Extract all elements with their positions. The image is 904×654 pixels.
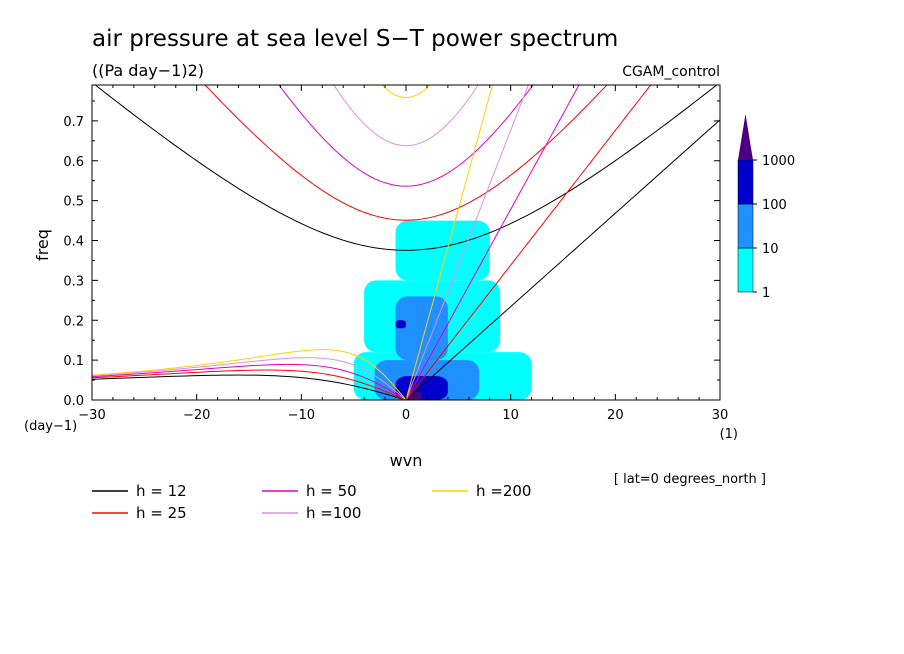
y-tick-label: 0.3	[63, 274, 84, 289]
run-label: CGAM_control	[622, 64, 720, 80]
colorbar-segment	[737, 159, 754, 205]
inertia-gravity-curve-h200	[381, 85, 431, 99]
legend-label: h = 12	[136, 482, 187, 500]
colorbar-label: 1	[762, 286, 770, 301]
rossby-curve-h100	[92, 357, 407, 400]
x-tick-label: 0	[402, 408, 410, 423]
power-regions	[353, 220, 532, 400]
y-axis: 0.0 0.1 0.2 0.3 0.4 0.5 0.6 0.7	[63, 100, 720, 409]
rossby-curve-h25	[92, 369, 407, 400]
colorbar-extension	[738, 114, 753, 160]
x-tick-label: −20	[183, 408, 210, 423]
y-tick-label: 0.1	[63, 354, 84, 369]
power-region-100	[395, 320, 406, 329]
y-unit-label: (day−1)	[24, 419, 77, 434]
x-tick-label: 20	[607, 408, 624, 423]
colorbar-label: 100	[762, 198, 787, 213]
power-region-1	[395, 220, 490, 281]
kelvin-curve-h25	[405, 85, 652, 400]
power-region-1000	[406, 392, 422, 400]
y-tick-label: 0.2	[63, 314, 84, 329]
legend-label: h =200	[476, 482, 531, 500]
inertia-gravity-curve-h50	[278, 85, 534, 187]
rossby-curve-h50	[92, 363, 407, 400]
kelvin-curve-h50	[405, 85, 580, 400]
legend-label: h =100	[306, 504, 361, 522]
colorbar-segment	[737, 247, 754, 293]
rossby-curve-h12	[92, 374, 407, 400]
y-tick-label: 0.6	[63, 155, 84, 170]
inertia-gravity-curve-h25	[204, 85, 608, 221]
inertia-gravity-curve-h12	[94, 85, 718, 251]
kelvin-curve-h200	[405, 85, 494, 400]
x-unit-label: (1)	[720, 427, 738, 442]
x-tick-label: −30	[78, 408, 105, 423]
rossby-curve-h200	[92, 349, 407, 400]
legend-label: h = 25	[136, 504, 187, 522]
y-tick-label: 0.5	[63, 195, 84, 210]
legend-label: h = 50	[306, 482, 357, 500]
chart-title: air pressure at sea level S−T power spec…	[92, 26, 618, 52]
colorbar-label: 1000	[762, 154, 795, 169]
x-tick-label: 30	[712, 408, 729, 423]
y-tick-label: 0.0	[63, 394, 84, 409]
kelvin-curve-h100	[405, 85, 529, 400]
x-axis: −30 −20 −10 0 10 20 30	[78, 85, 728, 423]
y-tick-label: 0.7	[63, 115, 84, 130]
colorbar-segment	[737, 203, 754, 249]
kelvin-curve-h12	[405, 119, 720, 400]
colorbar-label: 10	[762, 242, 779, 257]
power-region-10	[395, 296, 448, 361]
x-tick-label: 10	[502, 408, 519, 423]
latitude-annotation: [ lat=0 degrees_north ]	[614, 472, 766, 487]
y-axis-label: freq	[33, 229, 52, 261]
dispersion-curves	[92, 85, 720, 400]
x-axis-label: wvn	[390, 451, 423, 470]
inertia-gravity-curve-h100	[333, 85, 479, 147]
x-tick-label: −10	[288, 408, 315, 423]
chart-subtitle: ((Pa day−1)2)	[92, 61, 204, 80]
y-tick-label: 0.4	[63, 235, 84, 250]
legend: h = 12 h = 25 h = 50 h =100 h =200	[92, 482, 531, 522]
colorbar: 1 10 100 1000	[737, 114, 795, 301]
